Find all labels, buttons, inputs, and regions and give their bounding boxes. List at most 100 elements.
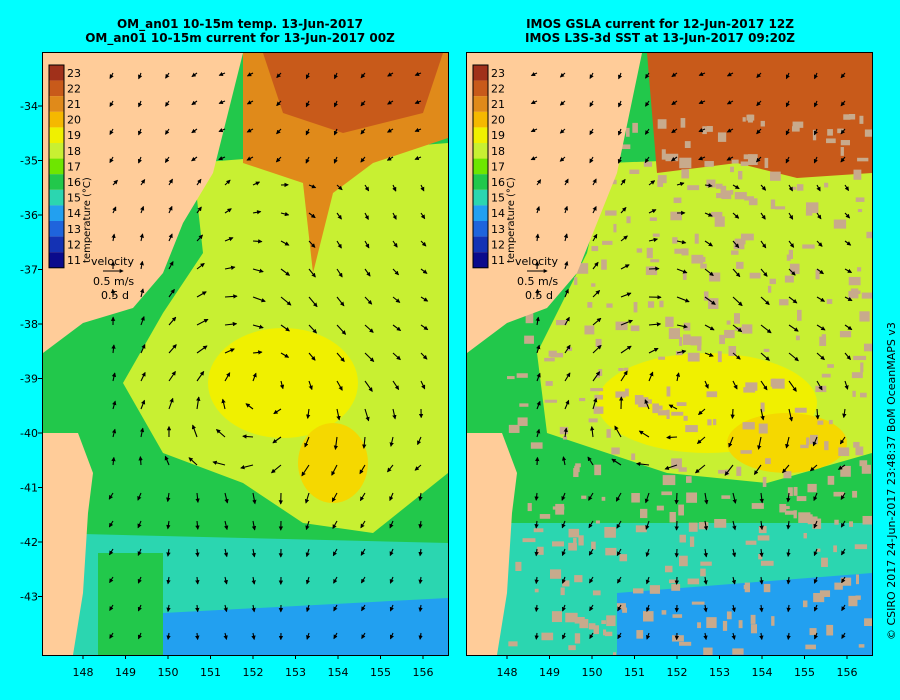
current-vector bbox=[813, 100, 818, 108]
current-vector bbox=[364, 408, 370, 422]
current-vector bbox=[224, 179, 231, 186]
current-vector bbox=[196, 345, 208, 354]
current-vector bbox=[191, 100, 198, 106]
current-vector bbox=[360, 548, 366, 556]
colorbar-tick-label: 17 bbox=[67, 160, 81, 173]
sst-gap-cell bbox=[672, 614, 683, 618]
current-vector bbox=[788, 296, 798, 304]
right-map-panel[interactable]: 23 22 21 20 19 18 17 16 15 14 13 12 11 temperature (… bbox=[466, 52, 873, 656]
sst-gap-cell bbox=[853, 169, 862, 180]
left-title-line2: OM_an01 10-15m current for 13-Jun-2017 0… bbox=[85, 31, 395, 45]
current-vector bbox=[111, 233, 116, 242]
sst-gap-cell bbox=[574, 277, 578, 285]
colorbar-tick-label: 15 bbox=[491, 192, 505, 205]
sst-gap-cell bbox=[720, 185, 727, 194]
current-vector bbox=[137, 576, 142, 584]
current-vector bbox=[333, 436, 339, 451]
sst-gap-cell bbox=[817, 420, 824, 425]
sst-gap-cell bbox=[515, 561, 522, 571]
sst-gap-cell bbox=[605, 547, 617, 556]
sst-gap-cell bbox=[854, 544, 868, 550]
sst-gap-cell bbox=[791, 126, 800, 132]
sst-gap-cell bbox=[824, 182, 829, 188]
sst-gap-cell bbox=[666, 409, 670, 420]
sst-gap-cell bbox=[770, 199, 776, 210]
current-vector bbox=[645, 548, 650, 558]
current-vector bbox=[305, 604, 311, 613]
current-vector bbox=[305, 576, 311, 585]
sst-gap-cell bbox=[575, 463, 581, 468]
current-vector bbox=[840, 520, 846, 528]
left-map-panel[interactable]: 23 22 21 20 19 18 17 16 15 14 13 12 11 temperature (… bbox=[42, 52, 449, 656]
sst-gap-cell bbox=[840, 147, 844, 156]
current-vector bbox=[359, 492, 366, 502]
current-vector bbox=[137, 128, 143, 136]
sst-gap-cell bbox=[726, 611, 732, 620]
current-vector bbox=[109, 632, 114, 639]
current-vector bbox=[168, 344, 177, 354]
current-vector bbox=[844, 184, 849, 192]
current-vector bbox=[417, 436, 422, 446]
current-vector bbox=[620, 264, 630, 270]
sst-gap-cell bbox=[860, 362, 864, 373]
sst-gap-cell bbox=[714, 216, 725, 227]
sst-gap-cell bbox=[681, 169, 690, 179]
colorbar-swatch bbox=[49, 80, 64, 97]
current-vector bbox=[245, 403, 254, 410]
current-vector bbox=[840, 156, 846, 163]
current-vector bbox=[760, 240, 767, 249]
colorbar-swatch bbox=[49, 96, 64, 112]
sst-gap-cell bbox=[656, 505, 664, 511]
current-vector bbox=[280, 296, 292, 306]
current-vector bbox=[645, 520, 650, 530]
sst-gap-cell bbox=[744, 196, 754, 201]
current-vector bbox=[620, 319, 634, 326]
sst-gap-cell bbox=[559, 426, 569, 435]
current-vector bbox=[753, 464, 762, 475]
sst-gap-cell bbox=[525, 312, 534, 324]
current-vector bbox=[331, 464, 338, 476]
current-vector bbox=[785, 72, 790, 80]
current-vector bbox=[816, 184, 821, 192]
current-vector bbox=[561, 520, 566, 529]
lon-tick-label: 151 bbox=[200, 666, 221, 679]
current-vector bbox=[648, 322, 662, 327]
current-vector bbox=[816, 380, 823, 391]
current-vector bbox=[252, 296, 266, 303]
sst-gap-cell bbox=[678, 504, 684, 516]
current-vector bbox=[140, 399, 146, 410]
sst-gap-cell bbox=[697, 340, 702, 351]
current-vector bbox=[676, 324, 688, 329]
colorbar-swatch bbox=[473, 143, 488, 159]
current-vector bbox=[392, 240, 398, 248]
current-vector bbox=[306, 408, 311, 419]
sst-gap-cell bbox=[666, 386, 671, 397]
sst-gap-cell bbox=[760, 560, 774, 566]
current-vector bbox=[788, 268, 796, 276]
current-vector bbox=[589, 72, 594, 80]
sst-gap-cell bbox=[539, 514, 551, 519]
colorbar-label: temperature (°C) bbox=[506, 177, 517, 263]
current-vector bbox=[137, 156, 143, 164]
current-vector bbox=[726, 100, 734, 105]
sst-gap-cell bbox=[821, 334, 826, 344]
sst-gap-cell bbox=[743, 154, 752, 160]
current-vector bbox=[196, 396, 201, 410]
sst-gap-cell bbox=[858, 644, 865, 648]
current-vector bbox=[841, 576, 846, 584]
current-vector bbox=[704, 296, 716, 305]
current-vector bbox=[698, 99, 706, 105]
current-vector bbox=[564, 178, 569, 186]
sst-gap-cell bbox=[549, 569, 562, 579]
sst-gap-cell bbox=[719, 334, 726, 345]
sst-gap-cell bbox=[647, 301, 655, 308]
lon-tick-label: 153 bbox=[285, 666, 306, 679]
current-vector bbox=[559, 156, 566, 162]
current-vector bbox=[387, 100, 394, 105]
sst-gap-cell bbox=[686, 492, 698, 503]
current-vector bbox=[168, 178, 173, 186]
colorbar-tick-label: 12 bbox=[67, 238, 81, 251]
sst-gap-cell bbox=[657, 179, 664, 187]
current-vector bbox=[676, 268, 688, 274]
sst-gap-cell bbox=[838, 447, 850, 457]
